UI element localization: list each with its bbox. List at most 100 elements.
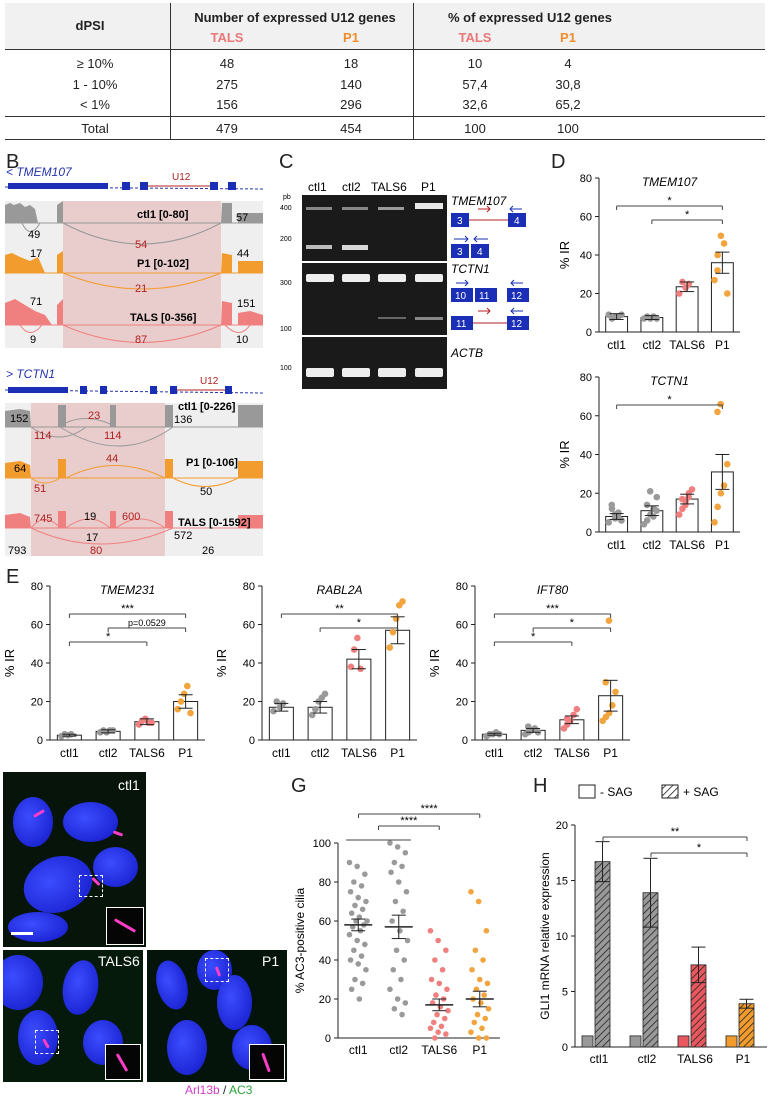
y-tick-label: 40 (31, 658, 43, 670)
coverage-track (221, 203, 232, 223)
data-point (432, 1035, 438, 1041)
nucleus (18, 1010, 58, 1065)
x-tick-label: P1 (178, 746, 193, 760)
data-point (362, 941, 368, 948)
coverage-track (5, 253, 45, 273)
data-point (685, 493, 692, 501)
data-point (468, 888, 474, 895)
chart-gli1: 0 5 10 15 20 GLI1 mRNA relative expression ctl… (538, 784, 767, 1066)
junction-count: 50 (200, 486, 212, 498)
primer-arrow (478, 307, 491, 315)
gel-image (302, 263, 447, 335)
exon-number: 4 (514, 216, 520, 227)
coverage-track (165, 511, 173, 528)
junction-count: 793 (8, 545, 26, 557)
data-point (714, 408, 721, 416)
junction-arc (57, 418, 117, 428)
junction-count: 572 (174, 530, 192, 542)
gel-gene-label: TMEM107 (451, 194, 508, 208)
panel-label-b: B (6, 151, 20, 173)
data-point (348, 986, 355, 993)
cell: 140 (340, 77, 362, 92)
cell: 454 (340, 121, 362, 136)
track-label: P1 [0-106] (186, 457, 238, 469)
significance-label: * (106, 631, 111, 643)
data-point (391, 859, 398, 866)
y-tick-label: 80 (580, 173, 592, 185)
bar-hatch (643, 892, 658, 1047)
y-tick-label: 0 (586, 327, 592, 339)
significance-label: * (685, 209, 690, 221)
chart-title: RABL2A (316, 583, 362, 597)
x-tick-label: P1 (736, 1052, 751, 1066)
y-tick-label: 60 (456, 620, 468, 632)
exon-diagram (451, 213, 469, 227)
coverage-track (58, 459, 66, 478)
data-point (563, 715, 571, 723)
nucleus (167, 1020, 207, 1075)
bar-hatch (739, 1003, 754, 1047)
coverage-track (110, 511, 116, 528)
coverage-track (5, 203, 38, 223)
zoom-box (205, 958, 229, 982)
data-point (346, 931, 353, 938)
header-percent-genes: % of expressed U12 genes (447, 10, 613, 25)
exon-block (100, 386, 107, 394)
x-tick-label: ctl2 (524, 746, 543, 760)
legend-swatch (578, 784, 596, 799)
u12-label: U12 (200, 376, 219, 387)
data-point (430, 1019, 437, 1026)
bar-hatch (595, 861, 610, 1047)
data-point (174, 705, 182, 713)
data-point (650, 513, 657, 520)
legend-swatch (661, 784, 679, 799)
data-point (389, 918, 395, 924)
y-tick-label: 20 (580, 289, 592, 301)
junction-arc (115, 518, 166, 529)
lane-label: TALS6 (371, 180, 407, 194)
x-tick-label: ctl2 (389, 1043, 408, 1057)
chart-tmem107: 0 20 40 60 80 % IR TMEM107 ctl1 ctl2 TALS6 P1 * * (557, 173, 740, 352)
data-point (483, 927, 490, 934)
junction-arc (21, 222, 41, 232)
gene-label-tctn1: > TCTN1 (6, 367, 55, 381)
y-tick-label: 80 (580, 372, 592, 384)
junction-count: 136 (174, 414, 192, 426)
junction-count: 152 (10, 413, 28, 425)
data-point (428, 976, 435, 983)
track-label: ctl1 [0-226] (178, 401, 236, 413)
x-tick-label: TALS6 (341, 746, 377, 760)
data-point (605, 617, 613, 624)
y-tick-label: 60 (243, 620, 255, 632)
ladder-label: 200 (280, 236, 292, 243)
exon-block (150, 386, 157, 394)
y-tick-label: 0 (37, 735, 43, 747)
data-point (356, 914, 363, 920)
data-point (346, 859, 353, 866)
x-tick-label: TALS6 (554, 746, 590, 760)
data-point (359, 980, 366, 987)
data-point (270, 707, 277, 715)
gel-band (306, 368, 334, 377)
primer-arrow (454, 235, 469, 243)
gel-band (415, 317, 443, 320)
data-point (481, 992, 487, 998)
data-point (321, 690, 329, 698)
gel-band (378, 368, 406, 377)
y-tick-label: 40 (580, 250, 592, 262)
y-axis-label: % IR (557, 241, 572, 269)
significance-label: **** (421, 803, 439, 815)
exon-number: 3 (457, 216, 463, 227)
significance-label: * (357, 617, 362, 629)
x-tick-label: TALS6 (421, 1043, 457, 1057)
cell: 57,4 (462, 77, 488, 92)
data-point (675, 511, 683, 518)
coverage-track (238, 461, 263, 478)
coverage-track (221, 301, 232, 325)
junction-count: 23 (88, 410, 100, 422)
exon-block (210, 182, 218, 190)
gel-image (302, 337, 447, 389)
track-label: TALS [0-1592] (178, 517, 251, 529)
data-point (475, 898, 482, 905)
data-point (605, 519, 613, 526)
